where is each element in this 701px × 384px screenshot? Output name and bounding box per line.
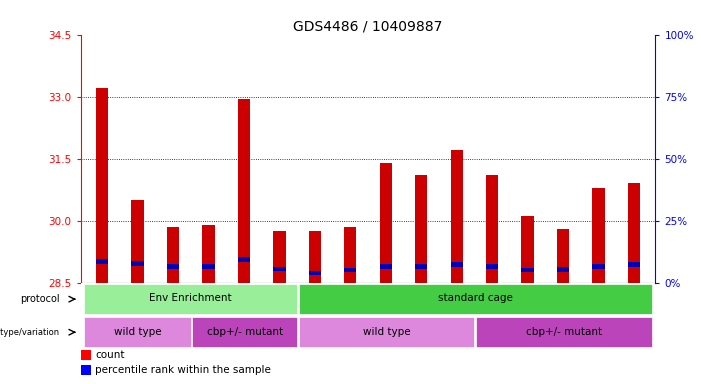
Bar [308, 231, 321, 283]
Text: wild type: wild type [363, 326, 411, 336]
Bar [202, 264, 215, 270]
Bar [273, 267, 285, 271]
Bar [96, 259, 108, 264]
Bar [167, 264, 179, 270]
Bar [192, 317, 297, 347]
Bar [299, 317, 475, 347]
Bar [308, 271, 321, 275]
Bar [557, 229, 569, 283]
Text: cbp+/- mutant: cbp+/- mutant [526, 326, 602, 336]
Text: percentile rank within the sample: percentile rank within the sample [95, 365, 271, 375]
Bar [81, 365, 91, 375]
Bar [451, 262, 463, 267]
Bar [273, 231, 285, 283]
Bar [84, 317, 191, 347]
Bar [476, 317, 652, 347]
Bar [628, 262, 640, 267]
Bar [96, 88, 108, 283]
Text: count: count [95, 350, 125, 360]
Bar [415, 265, 428, 270]
Bar [131, 200, 144, 283]
Bar [415, 175, 428, 283]
Bar [628, 184, 640, 283]
Bar [344, 227, 357, 283]
Bar [522, 217, 534, 283]
Bar [451, 150, 463, 283]
Bar [238, 257, 250, 262]
Text: genotype/variation: genotype/variation [0, 328, 60, 337]
Text: protocol: protocol [20, 294, 60, 304]
Bar [344, 268, 357, 272]
Bar [592, 187, 605, 283]
Bar [486, 265, 498, 270]
Title: GDS4486 / 10409887: GDS4486 / 10409887 [293, 20, 443, 33]
Bar [379, 265, 392, 270]
Bar [522, 268, 534, 272]
Bar [486, 175, 498, 283]
Bar [84, 284, 297, 314]
Text: wild type: wild type [114, 326, 161, 336]
Bar [167, 227, 179, 283]
Bar [557, 267, 569, 272]
Bar [81, 350, 91, 360]
Bar [131, 261, 144, 266]
Text: cbp+/- mutant: cbp+/- mutant [207, 326, 283, 336]
Bar [379, 163, 392, 283]
Bar [202, 225, 215, 283]
Bar [238, 99, 250, 283]
Text: standard cage: standard cage [438, 293, 513, 303]
Bar [592, 265, 605, 270]
Bar [299, 284, 652, 314]
Text: Env Enrichment: Env Enrichment [149, 293, 232, 303]
